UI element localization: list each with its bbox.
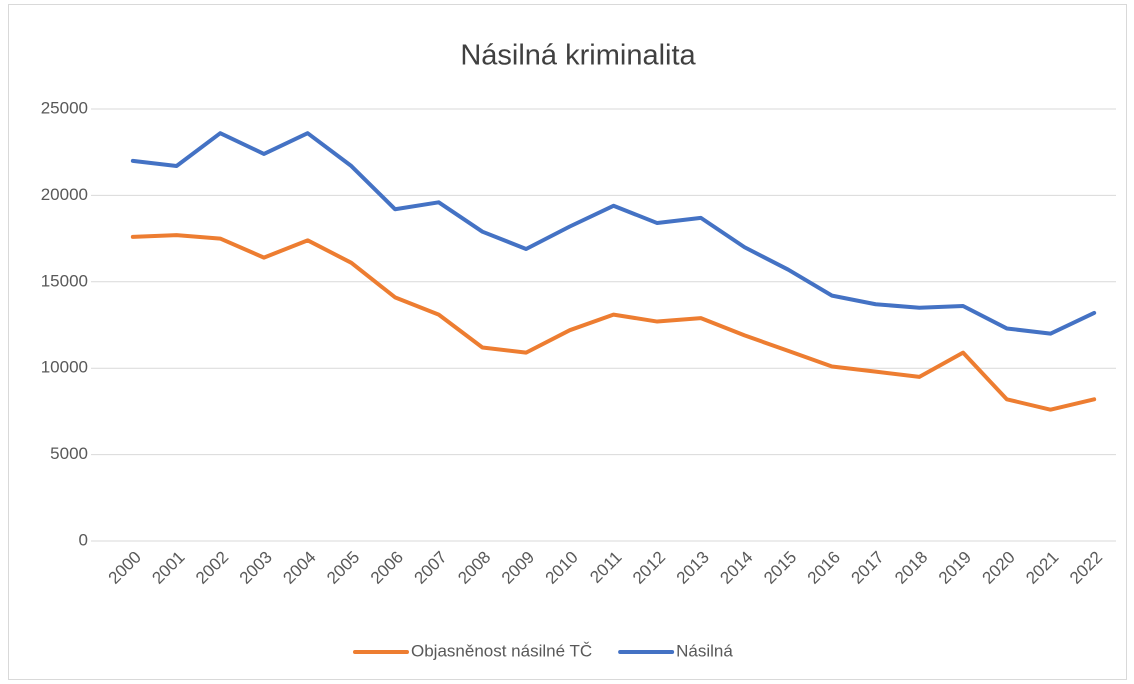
chart-border bbox=[8, 4, 1127, 680]
y-tick-label: 0 bbox=[79, 530, 88, 549]
legend-label: Násilná bbox=[676, 641, 733, 660]
y-tick-label: 10000 bbox=[41, 358, 88, 377]
y-tick-label: 5000 bbox=[50, 444, 88, 463]
legend-label: Objasněnost násilné TČ bbox=[411, 641, 592, 660]
y-tick-label: 20000 bbox=[41, 185, 88, 204]
line-series bbox=[130, 233, 1097, 412]
line-series bbox=[130, 131, 1097, 336]
y-tick-label: 25000 bbox=[41, 98, 88, 117]
y-tick-label: 15000 bbox=[41, 271, 88, 290]
chart-title: Násilná kriminalita bbox=[460, 40, 696, 72]
